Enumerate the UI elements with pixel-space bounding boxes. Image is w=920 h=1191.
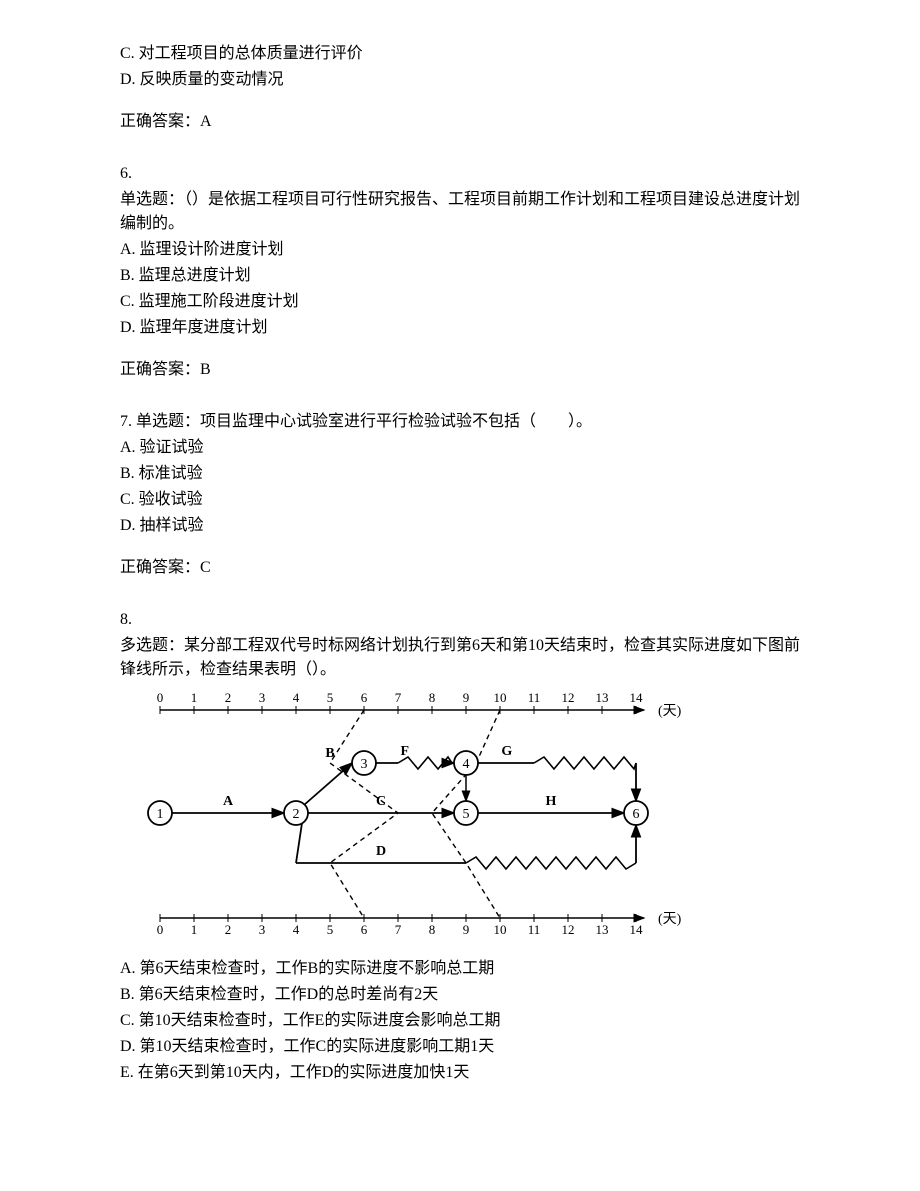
svg-text:9: 9 bbox=[463, 922, 470, 937]
question-7: 7. 单选题：项目监理中心试验室进行平行检验试验不包括（ ）。 A. 验证试验 … bbox=[120, 410, 800, 580]
svg-text:6: 6 bbox=[361, 690, 368, 705]
q6-opt-a: A. 监理设计阶进度计划 bbox=[120, 238, 800, 262]
q6-number: 6. bbox=[120, 162, 800, 186]
q7-answer: 正确答案：C bbox=[120, 556, 800, 580]
q5-answer: 正确答案：A bbox=[120, 110, 800, 134]
svg-text:G: G bbox=[501, 744, 512, 759]
question-6: 6. 单选题：（）是依据工程项目可行性研究报告、工程项目前期工作计划和工程项目建… bbox=[120, 162, 800, 382]
q6-stem: 单选题：（）是依据工程项目可行性研究报告、工程项目前期工作计划和工程项目建设总进… bbox=[120, 188, 800, 236]
q8-opt-c: C. 第10天结束检查时，工作E的实际进度会影响总工期 bbox=[120, 1009, 800, 1033]
svg-text:7: 7 bbox=[395, 690, 402, 705]
q8-number: 8. bbox=[120, 608, 800, 632]
svg-text:10: 10 bbox=[494, 922, 507, 937]
q8-opt-b: B. 第6天结束检查时，工作D的总时差尚有2天 bbox=[120, 983, 800, 1007]
q8-opt-d: D. 第10天结束检查时，工作C的实际进度影响工期1天 bbox=[120, 1035, 800, 1059]
svg-text:2: 2 bbox=[293, 807, 300, 822]
svg-text:2: 2 bbox=[225, 922, 232, 937]
q6-answer: 正确答案：B bbox=[120, 358, 800, 382]
svg-text:6: 6 bbox=[633, 807, 640, 822]
svg-text:2: 2 bbox=[225, 690, 232, 705]
svg-text:1: 1 bbox=[191, 690, 198, 705]
q6-opt-c: C. 监理施工阶段进度计划 bbox=[120, 290, 800, 314]
svg-text:C: C bbox=[376, 794, 386, 809]
svg-text:D: D bbox=[376, 844, 386, 859]
svg-text:(天): (天) bbox=[658, 912, 682, 927]
q8-opt-e: E. 在第6天到第10天内，工作D的实际进度加快1天 bbox=[120, 1061, 800, 1085]
svg-text:0: 0 bbox=[157, 690, 164, 705]
svg-text:A: A bbox=[223, 794, 234, 809]
question-5-partial: C. 对工程项目的总体质量进行评价 D. 反映质量的变动情况 正确答案：A bbox=[120, 42, 800, 134]
svg-text:H: H bbox=[546, 794, 557, 809]
svg-text:4: 4 bbox=[463, 757, 470, 772]
svg-text:5: 5 bbox=[327, 690, 334, 705]
q6-opt-b: B. 监理总进度计划 bbox=[120, 264, 800, 288]
q7-stem: 7. 单选题：项目监理中心试验室进行平行检验试验不包括（ ）。 bbox=[120, 410, 800, 434]
svg-text:11: 11 bbox=[528, 690, 541, 705]
network-diagram: 01234567891011121314(天)01234567891011121… bbox=[120, 688, 800, 951]
svg-text:13: 13 bbox=[596, 922, 609, 937]
question-8: 8. 多选题：某分部工程双代号时标网络计划执行到第6天和第10天结束时，检查其实… bbox=[120, 608, 800, 1085]
q5-opt-c: C. 对工程项目的总体质量进行评价 bbox=[120, 42, 800, 66]
q8-opt-a: A. 第6天结束检查时，工作B的实际进度不影响总工期 bbox=[120, 957, 800, 981]
svg-text:10: 10 bbox=[494, 690, 507, 705]
network-svg: 01234567891011121314(天)01234567891011121… bbox=[120, 688, 700, 943]
svg-text:3: 3 bbox=[361, 757, 368, 772]
svg-text:9: 9 bbox=[463, 690, 470, 705]
svg-text:13: 13 bbox=[596, 690, 609, 705]
svg-text:0: 0 bbox=[157, 922, 164, 937]
svg-text:F: F bbox=[401, 744, 410, 759]
svg-text:14: 14 bbox=[630, 690, 644, 705]
svg-text:3: 3 bbox=[259, 690, 266, 705]
svg-text:7: 7 bbox=[395, 922, 402, 937]
svg-text:1: 1 bbox=[157, 807, 164, 822]
svg-text:8: 8 bbox=[429, 690, 436, 705]
svg-text:6: 6 bbox=[361, 922, 368, 937]
svg-text:14: 14 bbox=[630, 922, 644, 937]
svg-text:5: 5 bbox=[463, 807, 470, 822]
q7-opt-c: C. 验收试验 bbox=[120, 488, 800, 512]
q6-opt-d: D. 监理年度进度计划 bbox=[120, 316, 800, 340]
q8-stem: 多选题：某分部工程双代号时标网络计划执行到第6天和第10天结束时，检查其实际进度… bbox=[120, 634, 800, 682]
svg-text:8: 8 bbox=[429, 922, 436, 937]
svg-text:1: 1 bbox=[191, 922, 198, 937]
svg-text:3: 3 bbox=[259, 922, 266, 937]
svg-text:4: 4 bbox=[293, 690, 300, 705]
svg-text:12: 12 bbox=[562, 690, 575, 705]
q7-opt-a: A. 验证试验 bbox=[120, 436, 800, 460]
q7-opt-d: D. 抽样试验 bbox=[120, 514, 800, 538]
svg-text:4: 4 bbox=[293, 922, 300, 937]
q7-opt-b: B. 标准试验 bbox=[120, 462, 800, 486]
svg-text:(天): (天) bbox=[658, 704, 682, 719]
svg-text:5: 5 bbox=[327, 922, 334, 937]
svg-text:11: 11 bbox=[528, 922, 541, 937]
svg-text:12: 12 bbox=[562, 922, 575, 937]
q5-opt-d: D. 反映质量的变动情况 bbox=[120, 68, 800, 92]
